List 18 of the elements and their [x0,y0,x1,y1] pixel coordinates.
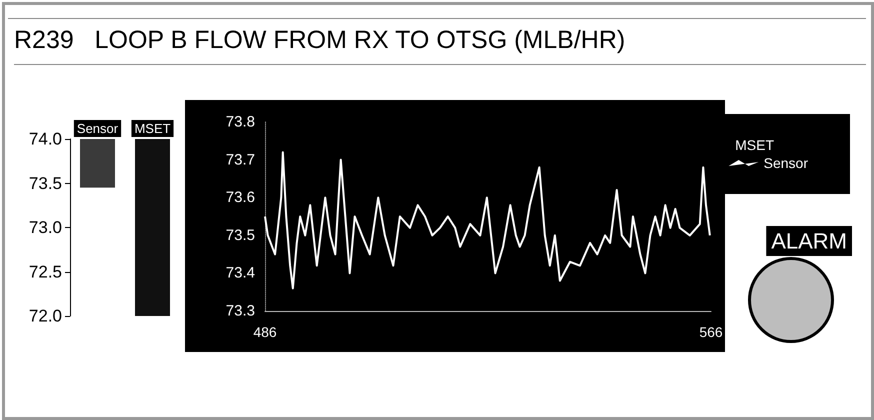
y-tick-label: 74.0 [28,130,62,148]
y-tick-label: 73.5 [226,226,255,244]
line-series [264,151,711,290]
y-tick-label: 72.0 [28,306,62,326]
text: R239 LOOP B FLOW FROM RX TO OTSG (MLB/HR) [14,26,626,55]
x-tick-label: 566 [699,324,723,340]
y-tick-label: 73.5 [28,174,62,193]
y-tick-label: 72.5 [28,262,62,282]
x-tick-label: 486 [253,324,277,340]
y-tick-label: 73.0 [28,218,62,237]
y-tick-label: 73.8 [226,114,255,130]
y-tick-label: 73.6 [226,189,255,206]
legend-label: Sensor [764,155,808,171]
y-tick-label: 73.7 [226,151,255,168]
text: ALARM [771,228,847,254]
y-tick-label: 73.3 [226,302,255,320]
text: MSET [735,137,774,153]
y-tick-label: 73.4 [226,264,255,282]
